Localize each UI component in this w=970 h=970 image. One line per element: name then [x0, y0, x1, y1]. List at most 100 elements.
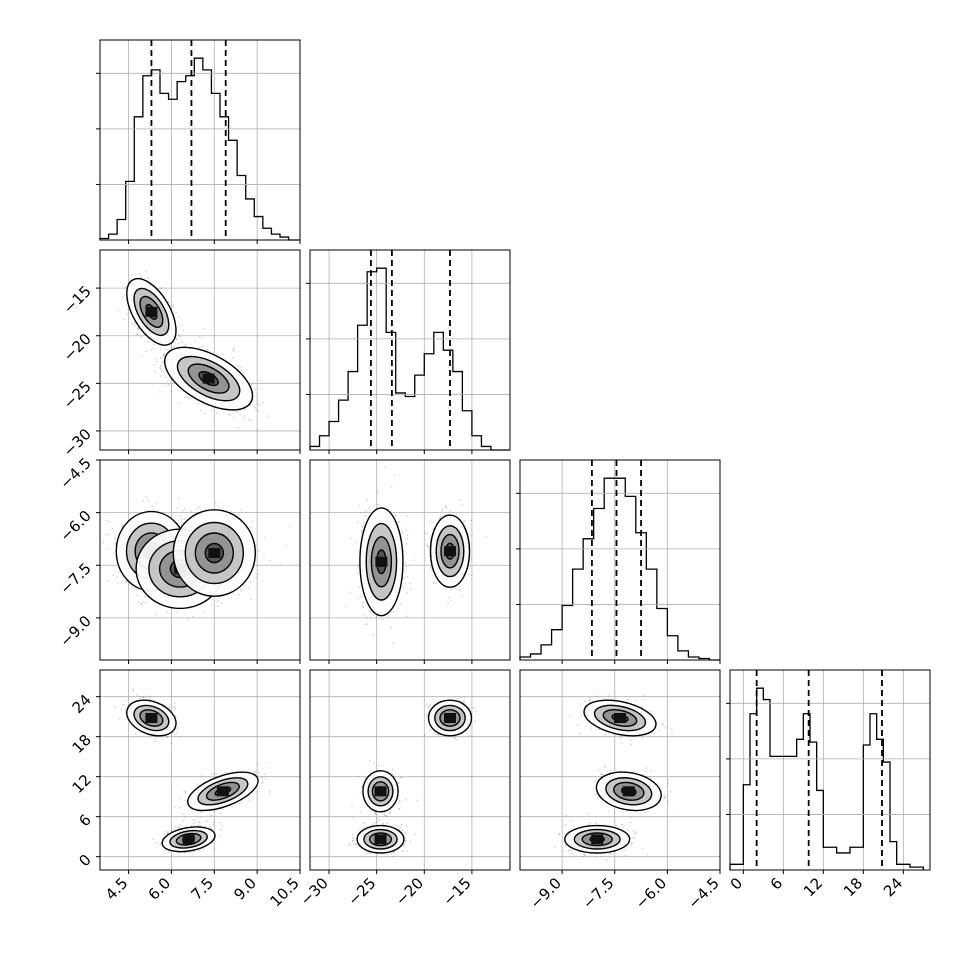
scatter-point [376, 503, 379, 506]
scatter-point [429, 537, 431, 540]
scatter-point [265, 762, 267, 764]
scatter-point [263, 553, 265, 556]
scatter-point [184, 792, 187, 794]
scatter-point [211, 603, 213, 606]
scatter-point [165, 384, 167, 387]
scatter-point [201, 775, 203, 777]
scatter-point [187, 618, 190, 620]
scatter-point [374, 812, 377, 814]
scatter-point [362, 605, 364, 608]
scatter-point [93, 510, 95, 512]
scatter-point [250, 384, 253, 386]
scatter-point [228, 413, 230, 415]
scatter-point [147, 341, 150, 343]
scatter-point [175, 732, 178, 734]
scatter-point [211, 814, 213, 817]
scatter-point [357, 572, 359, 575]
scatter-point [215, 772, 217, 774]
scatter-point [444, 506, 447, 508]
scatter-point [170, 742, 173, 745]
scatter-point [182, 820, 185, 822]
scatter-point [157, 509, 159, 512]
scatter-point [152, 838, 154, 840]
scatter-point [135, 588, 138, 591]
y-tick-label: −25 [60, 377, 95, 412]
scatter-point [349, 591, 351, 593]
density-peak [208, 548, 221, 558]
scatter-point [264, 777, 267, 780]
scatter-point [232, 357, 234, 360]
scatter-point [424, 543, 427, 545]
scatter-point [187, 396, 189, 399]
scatter-point [474, 562, 476, 565]
scatter-point [192, 850, 194, 853]
scatter-point [126, 313, 129, 315]
scatter-point [149, 698, 152, 700]
hist-panel-3: 0 6 12 18 24 [726, 669, 931, 900]
scatter-point [403, 586, 405, 588]
x-tick-label: 6.0 [145, 874, 175, 904]
scatter-point [238, 593, 240, 596]
scatter-point [405, 529, 408, 531]
scatter-point [142, 696, 144, 698]
scatter-point [168, 383, 170, 386]
scatter-point [203, 327, 205, 330]
scatter-point [106, 519, 108, 522]
scatter-point [376, 817, 379, 820]
scatter-point [221, 353, 224, 356]
panel-frame [99, 459, 301, 661]
y-tick-label: 0 [75, 851, 94, 870]
scatter-point [458, 499, 461, 502]
density-panel-0-2: −9.0−7.5−6.0−4.5 [56, 454, 301, 664]
scatter-point [122, 704, 125, 706]
scatter-point [439, 516, 442, 519]
scatter-point [159, 391, 161, 393]
scatter-point [182, 813, 185, 815]
scatter-point [240, 509, 242, 511]
scatter-point [397, 782, 400, 784]
scatter-point [398, 520, 401, 523]
scatter-point [163, 353, 166, 356]
scatter-point [460, 696, 462, 699]
density-peak [145, 713, 158, 723]
scatter-point [155, 357, 157, 360]
scatter-point [136, 333, 138, 335]
scatter-point [198, 825, 200, 827]
scatter-point [427, 545, 429, 547]
scatter-point [433, 581, 435, 584]
scatter-point [431, 521, 433, 523]
scatter-point [357, 597, 360, 600]
scatter-point [139, 698, 142, 700]
scatter-point [220, 828, 222, 830]
scatter-point [134, 733, 137, 735]
scatter-point [156, 502, 158, 504]
scatter-point [215, 501, 217, 504]
scatter-point [269, 790, 272, 793]
scatter-point [134, 323, 136, 326]
scatter-point [161, 361, 164, 363]
scatter-point [442, 508, 444, 511]
scatter-point [184, 344, 187, 347]
scatter-point [213, 773, 215, 775]
scatter-point [366, 623, 369, 625]
scatter-point [175, 338, 178, 341]
scatter-point [177, 497, 180, 500]
scatter-point [427, 544, 429, 546]
scatter-point [142, 696, 145, 699]
scatter-point [409, 582, 411, 585]
scatter-point [166, 736, 169, 739]
scatter-point [435, 582, 437, 584]
scatter-point [450, 599, 452, 602]
scatter-point [128, 317, 131, 320]
scatter-point [179, 797, 182, 799]
scatter-point [357, 565, 360, 568]
scatter-point [237, 410, 239, 412]
scatter-point [398, 807, 401, 810]
scatter-point [262, 401, 264, 404]
scatter-point [240, 801, 243, 804]
scatter-point [467, 573, 470, 575]
scatter-point [352, 837, 354, 839]
scatter-point [181, 341, 183, 343]
scatter-point [374, 813, 377, 816]
hist-panel-1 [306, 249, 511, 454]
